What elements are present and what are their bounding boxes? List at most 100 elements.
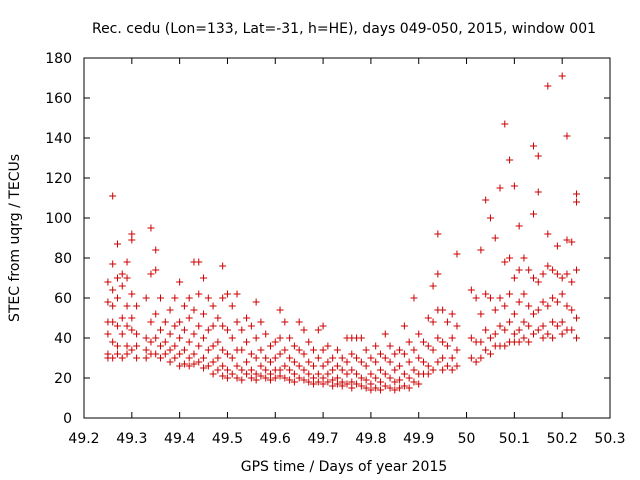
data-point (247, 374, 255, 382)
data-point (549, 266, 557, 274)
data-point (195, 342, 203, 350)
data-point (415, 330, 423, 338)
data-point (534, 152, 542, 160)
data-point (128, 314, 136, 322)
data-point (549, 318, 557, 326)
data-point (443, 318, 451, 326)
data-point (233, 290, 241, 298)
data-point (152, 266, 160, 274)
data-point (152, 246, 160, 254)
data-point (544, 82, 552, 90)
data-point (157, 326, 165, 334)
data-point (482, 290, 490, 298)
data-point (157, 342, 165, 350)
data-point (386, 358, 394, 366)
data-point (439, 366, 447, 374)
data-point (510, 330, 518, 338)
data-point (381, 354, 389, 362)
data-point (482, 346, 490, 354)
data-point (161, 338, 169, 346)
data-point (281, 318, 289, 326)
data-point (400, 382, 408, 390)
data-point (501, 120, 509, 128)
data-point (448, 334, 456, 342)
data-point (405, 374, 413, 382)
data-point (353, 380, 361, 388)
data-point (133, 354, 141, 362)
data-point (439, 306, 447, 314)
data-point (166, 330, 174, 338)
data-point (520, 334, 528, 342)
data-point (410, 378, 418, 386)
data-point (376, 366, 384, 374)
data-point (558, 330, 566, 338)
data-point (204, 294, 212, 302)
x-tick-label: 50.1 (499, 431, 530, 447)
data-point (448, 310, 456, 318)
x-tick-label: 49.9 (403, 431, 434, 447)
data-point (506, 290, 514, 298)
data-point (429, 366, 437, 374)
data-point (233, 318, 241, 326)
data-point (190, 306, 198, 314)
data-point (286, 354, 294, 362)
data-point (118, 270, 126, 278)
data-point (152, 350, 160, 358)
data-point (109, 192, 117, 200)
data-point (386, 374, 394, 382)
data-point (372, 358, 380, 366)
data-point (271, 374, 279, 382)
data-point (123, 342, 131, 350)
data-point (544, 230, 552, 238)
data-point (190, 360, 198, 368)
data-point (190, 350, 198, 358)
data-point (123, 274, 131, 282)
data-point (424, 370, 432, 378)
data-point (515, 266, 523, 274)
data-point (391, 386, 399, 394)
data-point (357, 374, 365, 382)
data-point (443, 342, 451, 350)
data-point (185, 354, 193, 362)
data-point (152, 334, 160, 342)
x-tick-label: 49.2 (68, 431, 99, 447)
y-axis-label: STEC from uqrg / TECUs (7, 154, 23, 322)
data-point (405, 338, 413, 346)
data-point (257, 362, 265, 370)
data-point (295, 346, 303, 354)
data-point (448, 354, 456, 362)
data-point (467, 286, 475, 294)
data-point (338, 366, 346, 374)
data-point (443, 362, 451, 370)
data-point (534, 306, 542, 314)
data-point (310, 346, 318, 354)
data-point (367, 370, 375, 378)
data-point (319, 346, 327, 354)
data-point (128, 326, 136, 334)
data-point (539, 334, 547, 342)
data-point (271, 354, 279, 362)
data-point (228, 334, 236, 342)
data-point (247, 366, 255, 374)
data-point (223, 366, 231, 374)
data-point (568, 306, 576, 314)
y-tick-label: 40 (54, 331, 72, 347)
x-tick-label: 50 (458, 431, 476, 447)
data-point (515, 222, 523, 230)
data-point (243, 358, 251, 366)
data-point (529, 274, 537, 282)
data-point (310, 380, 318, 388)
data-point (195, 358, 203, 366)
data-point (525, 302, 533, 310)
data-point (534, 326, 542, 334)
data-point (281, 346, 289, 354)
data-point (429, 346, 437, 354)
y-tick-label: 0 (63, 411, 72, 427)
data-point (472, 294, 480, 302)
data-point (176, 318, 184, 326)
data-point (396, 376, 404, 384)
data-point (180, 360, 188, 368)
data-point (396, 362, 404, 370)
data-point (405, 358, 413, 366)
data-point (109, 318, 117, 326)
